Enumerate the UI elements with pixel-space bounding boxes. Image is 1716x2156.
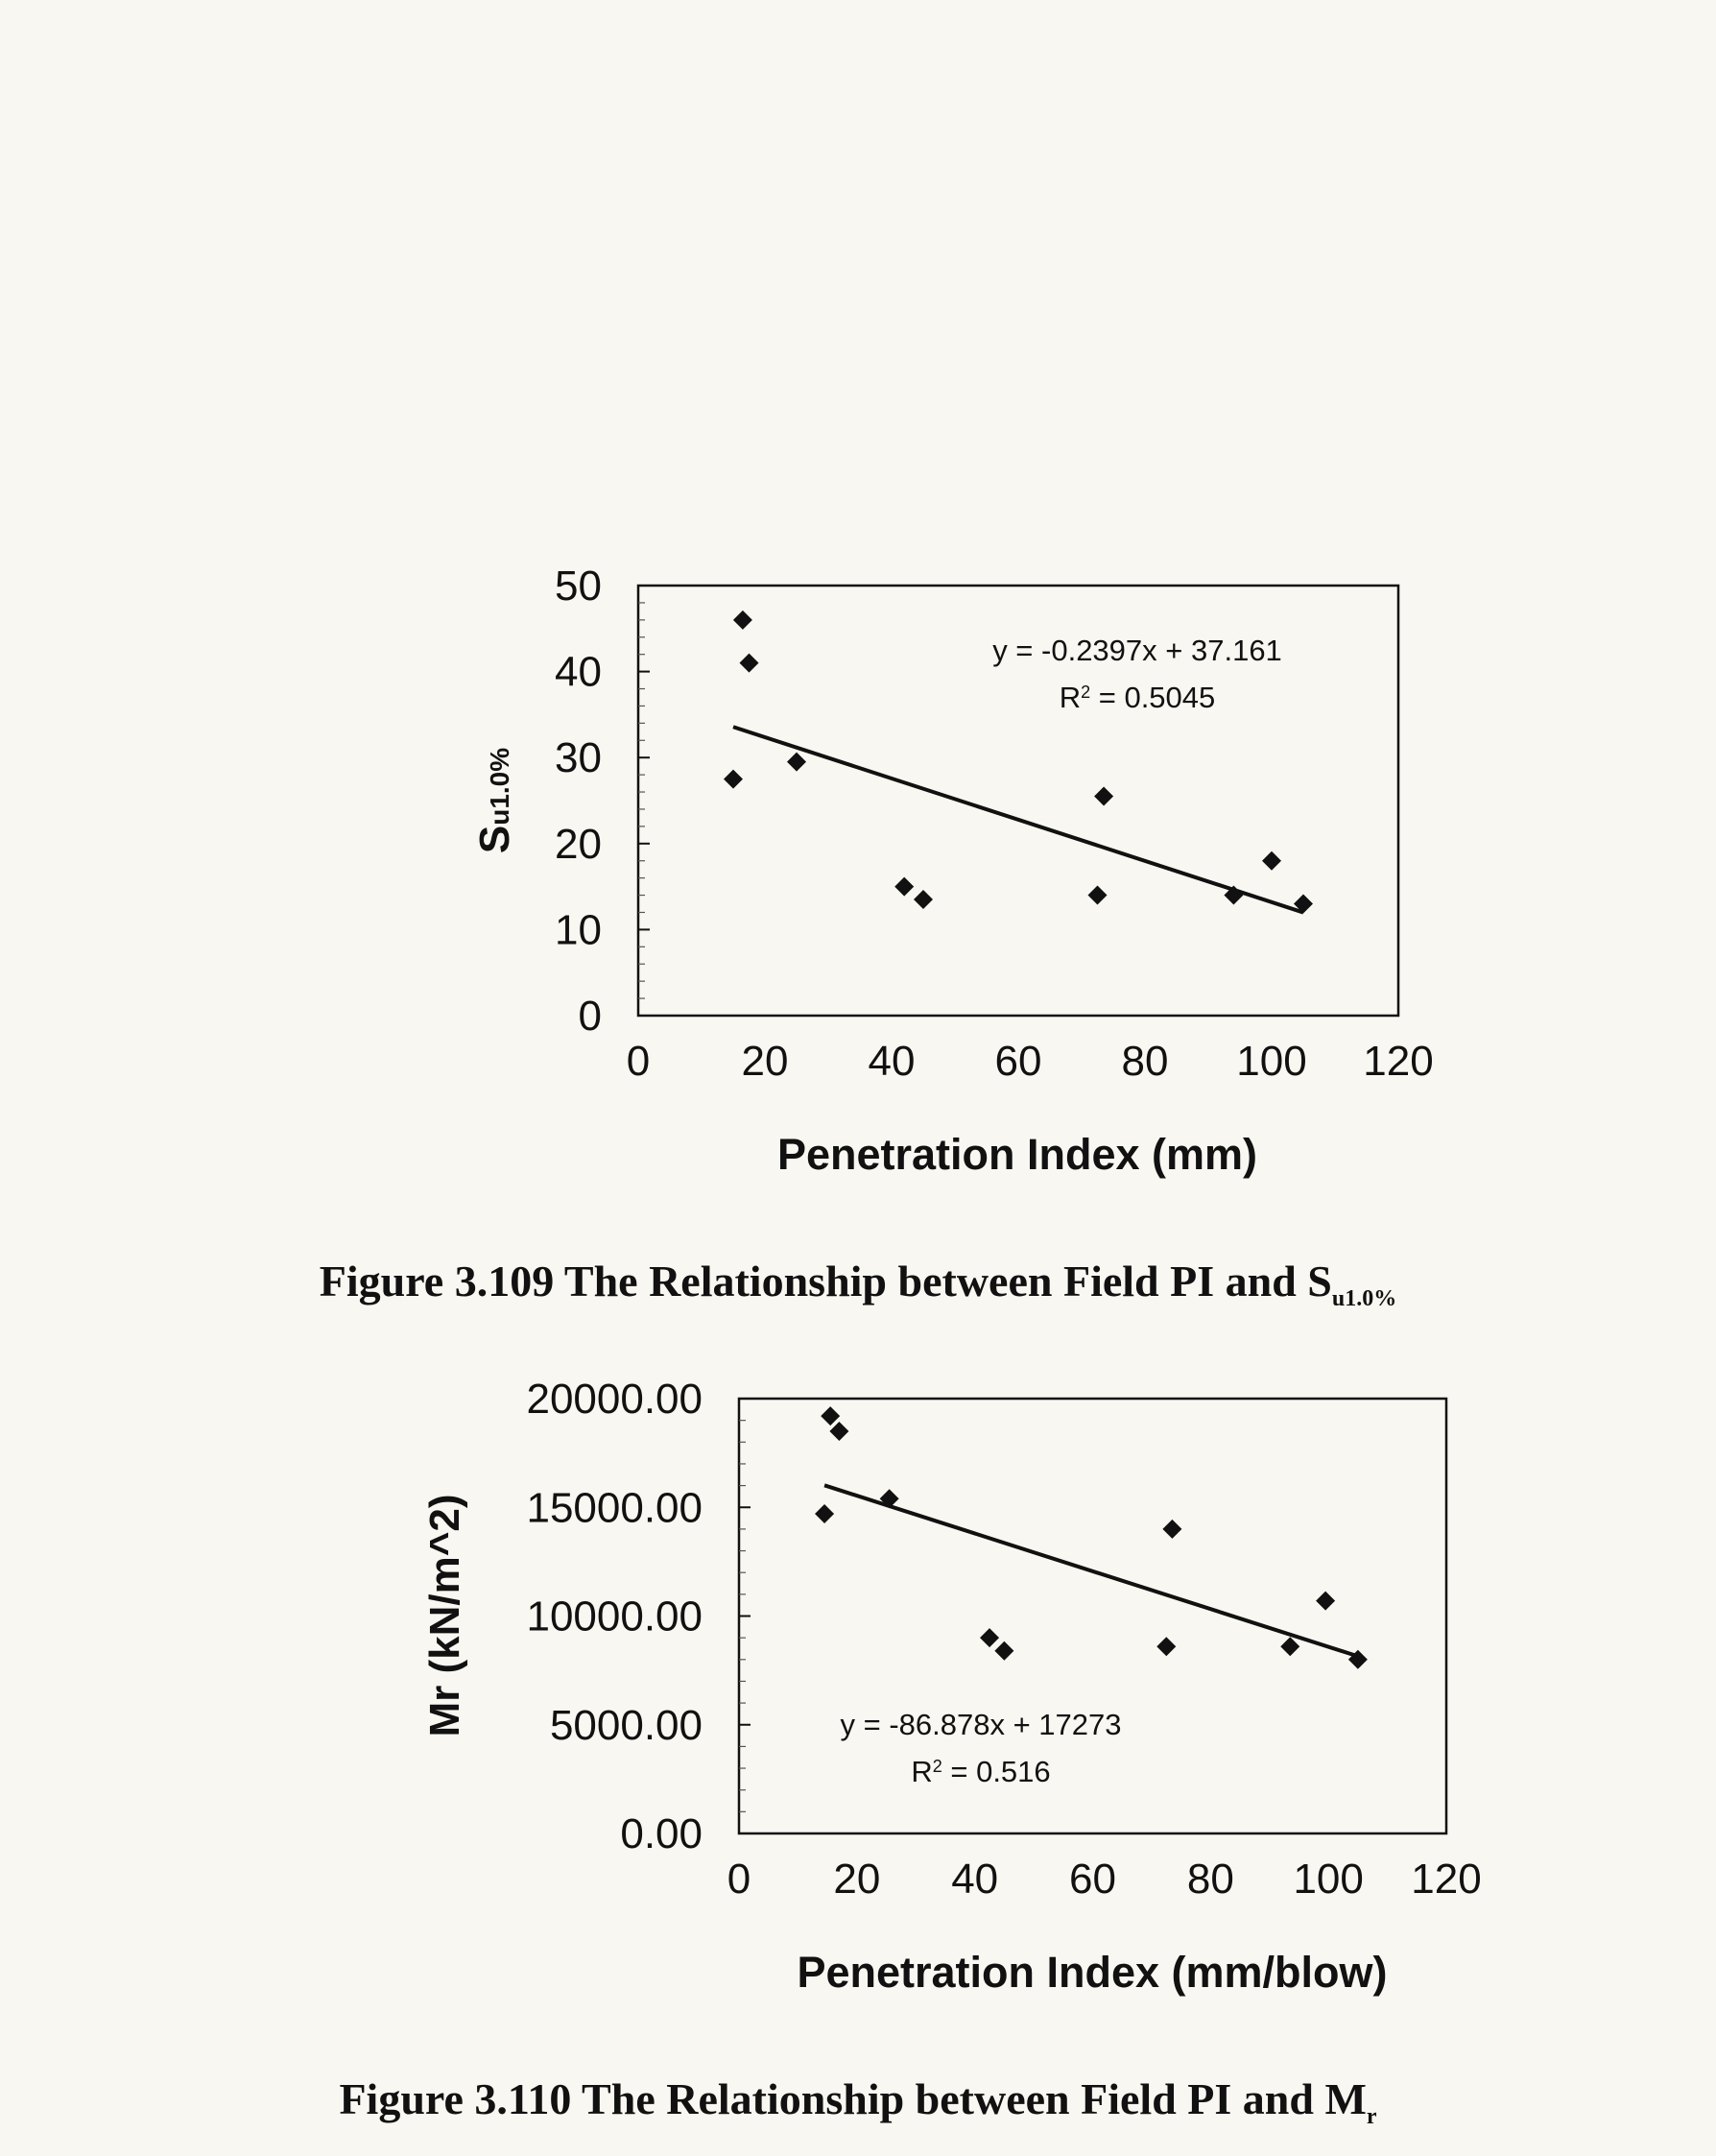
x-axis-ticks: 0 20 40 60 80 100 120 xyxy=(627,1038,1434,1085)
trendline-group xyxy=(823,1483,1359,1659)
plot-area-frame xyxy=(636,584,1400,1018)
data-point xyxy=(787,752,806,772)
r-squared-exponent: 2 xyxy=(933,1757,942,1776)
x-axis-ticks: 0 20 40 60 80 100 120 xyxy=(727,1856,1482,1903)
x-tick-label: 60 xyxy=(995,1038,1042,1085)
data-point xyxy=(732,610,752,630)
data-point xyxy=(1347,1649,1368,1669)
data-point xyxy=(1087,885,1108,905)
x-tick-label: 80 xyxy=(1122,1038,1169,1085)
y-axis-label: Mr (kN/m^2) xyxy=(421,1494,468,1737)
y-tick-label: 10000.00 xyxy=(526,1593,703,1641)
x-tick-label: 40 xyxy=(869,1038,916,1085)
x-tick-label: 40 xyxy=(951,1856,998,1903)
data-point xyxy=(1156,1637,1177,1657)
y-tick-label: 50 xyxy=(555,563,602,610)
r-squared-prefix: R xyxy=(1060,681,1081,714)
data-point xyxy=(821,1406,841,1426)
data-point xyxy=(1316,1591,1336,1611)
x-tick-label: 120 xyxy=(1411,1856,1481,1903)
data-points xyxy=(724,610,1313,914)
data-point xyxy=(1280,1637,1300,1657)
chart-mr-vs-pi: 0.00 5000.00 10000.00 15000.00 20000.00 0 20 4… xyxy=(421,1376,1482,1997)
y-tick-label: 0.00 xyxy=(620,1810,703,1857)
data-point xyxy=(980,1628,1000,1648)
r-squared-value: = 0.5045 xyxy=(1090,681,1215,714)
y-tick-label: 0 xyxy=(579,993,602,1040)
linear-trendline xyxy=(732,725,1304,915)
x-tick-label: 100 xyxy=(1293,1856,1363,1903)
y-axis-label-main: S xyxy=(471,826,518,853)
data-point xyxy=(815,1504,835,1524)
y-tick-label: 30 xyxy=(555,734,602,781)
data-point xyxy=(829,1421,849,1441)
y-axis-label-sub: u1.0% xyxy=(485,748,514,826)
linear-trendline xyxy=(823,1483,1359,1659)
x-axis-label: Penetration Index (mm) xyxy=(777,1130,1257,1179)
y-tick-label: 20000.00 xyxy=(526,1376,703,1423)
figure-3-109-caption: Figure 3.109 The Relationship between Fi… xyxy=(0,1256,1716,1312)
x-tick-label: 20 xyxy=(833,1856,880,1903)
data-point xyxy=(1162,1519,1182,1539)
y-tick-label: 5000.00 xyxy=(550,1702,703,1749)
x-tick-label: 80 xyxy=(1187,1856,1234,1903)
data-point xyxy=(1224,885,1244,905)
chart-su-vs-pi: 0 10 20 30 40 50 0 20 40 60 80 100 120 y = -0.2397x… xyxy=(471,563,1434,1179)
r-squared-exponent: 2 xyxy=(1081,683,1090,702)
figure-3-110-caption: Figure 3.110 The Relationship between Fi… xyxy=(0,2073,1716,2130)
y-tick-label: 15000.00 xyxy=(526,1484,703,1531)
x-axis-label: Penetration Index (mm/blow) xyxy=(797,1948,1387,1997)
r-squared-prefix: R xyxy=(911,1755,932,1788)
data-point xyxy=(1262,850,1281,871)
data-point xyxy=(724,769,743,789)
y-tick-label: 40 xyxy=(555,649,602,696)
x-tick-label: 100 xyxy=(1236,1038,1306,1085)
data-point xyxy=(1294,894,1313,914)
x-tick-label: 0 xyxy=(727,1856,751,1903)
x-tick-label: 60 xyxy=(1069,1856,1116,1903)
y-axis-label: Su1.0% xyxy=(471,748,518,853)
x-tick-label: 0 xyxy=(627,1038,650,1085)
y-axis-ticks: 0 10 20 30 40 50 xyxy=(555,563,650,1040)
caption-subscript: r xyxy=(1366,2104,1377,2130)
equation-label: y = -86.878x + 17273 xyxy=(840,1708,1121,1741)
y-tick-label: 20 xyxy=(555,821,602,868)
plot-area-frame xyxy=(737,1397,1448,1835)
r-squared-label: R2 = 0.5045 xyxy=(1060,681,1216,714)
r-squared-value: = 0.516 xyxy=(942,1755,1051,1788)
y-axis-ticks: 0.00 5000.00 10000.00 15000.00 20000.00 xyxy=(526,1376,751,1857)
r-squared-label: R2 = 0.516 xyxy=(911,1755,1050,1788)
equation-label: y = -0.2397x + 37.161 xyxy=(992,634,1282,667)
y-tick-label: 10 xyxy=(555,906,602,953)
caption-main-text: Figure 3.110 The Relationship between Fi… xyxy=(339,2074,1367,2123)
data-point xyxy=(739,653,759,673)
caption-subscript: u1.0% xyxy=(1331,1286,1397,1312)
data-point xyxy=(1094,786,1114,806)
data-point xyxy=(914,890,933,910)
x-tick-label: 120 xyxy=(1363,1038,1433,1085)
data-points xyxy=(815,1406,1368,1669)
data-point xyxy=(894,876,915,897)
data-point xyxy=(994,1641,1014,1661)
caption-main-text: Figure 3.109 The Relationship between Fi… xyxy=(319,1257,1332,1306)
x-tick-label: 20 xyxy=(742,1038,789,1085)
trendline-group xyxy=(732,725,1304,915)
data-point xyxy=(879,1489,899,1509)
